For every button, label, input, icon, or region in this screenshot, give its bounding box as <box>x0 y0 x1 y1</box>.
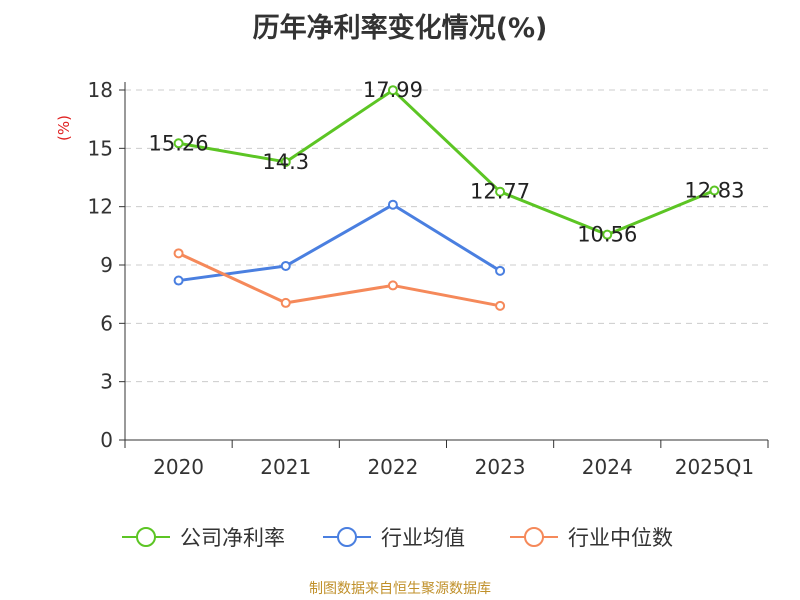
x-tick-label: 2020 <box>153 455 204 479</box>
legend-label: 行业均值 <box>381 526 465 550</box>
data-point <box>173 248 184 259</box>
series-line-1 <box>178 203 501 283</box>
data-point <box>280 260 291 271</box>
x-tick-label: 2024 <box>582 455 633 479</box>
y-tick-label: 12 <box>88 195 113 219</box>
x-tick-label: 2025Q1 <box>675 455 754 479</box>
data-point <box>387 199 398 210</box>
data-point <box>602 229 613 240</box>
data-label: 17.99 <box>363 78 423 102</box>
legend[interactable]: 公司净利率 行业均值 行业中位数 <box>122 526 673 550</box>
grid-lines <box>125 89 768 383</box>
data-point <box>387 85 398 96</box>
data-label: 15.26 <box>149 131 209 155</box>
data-point <box>280 156 291 167</box>
data-label: 14.3 <box>262 150 309 174</box>
y-tick-label: 3 <box>100 370 113 394</box>
x-tick-label: 2021 <box>260 455 311 479</box>
series-line-0 <box>178 88 715 237</box>
data-labels: 15.26 14.3 17.99 12.77 10.56 12.83 <box>149 78 745 246</box>
data-point <box>495 300 506 311</box>
data-point <box>173 138 184 149</box>
x-tick-label: 2023 <box>475 455 526 479</box>
y-tick-label: 9 <box>100 253 113 277</box>
legend-swatch-marker <box>136 527 156 547</box>
data-point <box>495 265 506 276</box>
data-point <box>387 280 398 291</box>
source-footer: 制图数据来自恒生聚源数据库 <box>309 581 491 597</box>
legend-label: 公司净利率 <box>180 526 285 550</box>
legend-swatch-marker <box>524 527 544 547</box>
data-point <box>280 297 291 308</box>
legend-label: 行业中位数 <box>568 526 673 550</box>
data-label: 10.56 <box>577 223 637 247</box>
y-tick-label: 0 <box>100 428 113 452</box>
y-tick-label: 15 <box>88 136 113 160</box>
data-point <box>173 275 184 286</box>
series-layer <box>173 85 720 311</box>
data-point <box>495 186 506 197</box>
series-line-2 <box>177 251 501 308</box>
y-axis-label: (%) <box>55 115 73 141</box>
chart-title: 历年净利率变化情况(%) <box>252 13 548 44</box>
data-point <box>709 185 720 196</box>
axes: 0 3 6 9 12 15 18 2020 2021 2022 2023 2024 2025Q1 (%) <box>55 78 769 479</box>
x-tick-label: 2022 <box>367 455 418 479</box>
y-tick-label: 18 <box>88 78 113 102</box>
y-tick-label: 6 <box>100 311 113 335</box>
legend-swatch-marker <box>337 527 357 547</box>
data-label: 12.83 <box>684 179 744 203</box>
data-label: 12.77 <box>470 180 530 204</box>
